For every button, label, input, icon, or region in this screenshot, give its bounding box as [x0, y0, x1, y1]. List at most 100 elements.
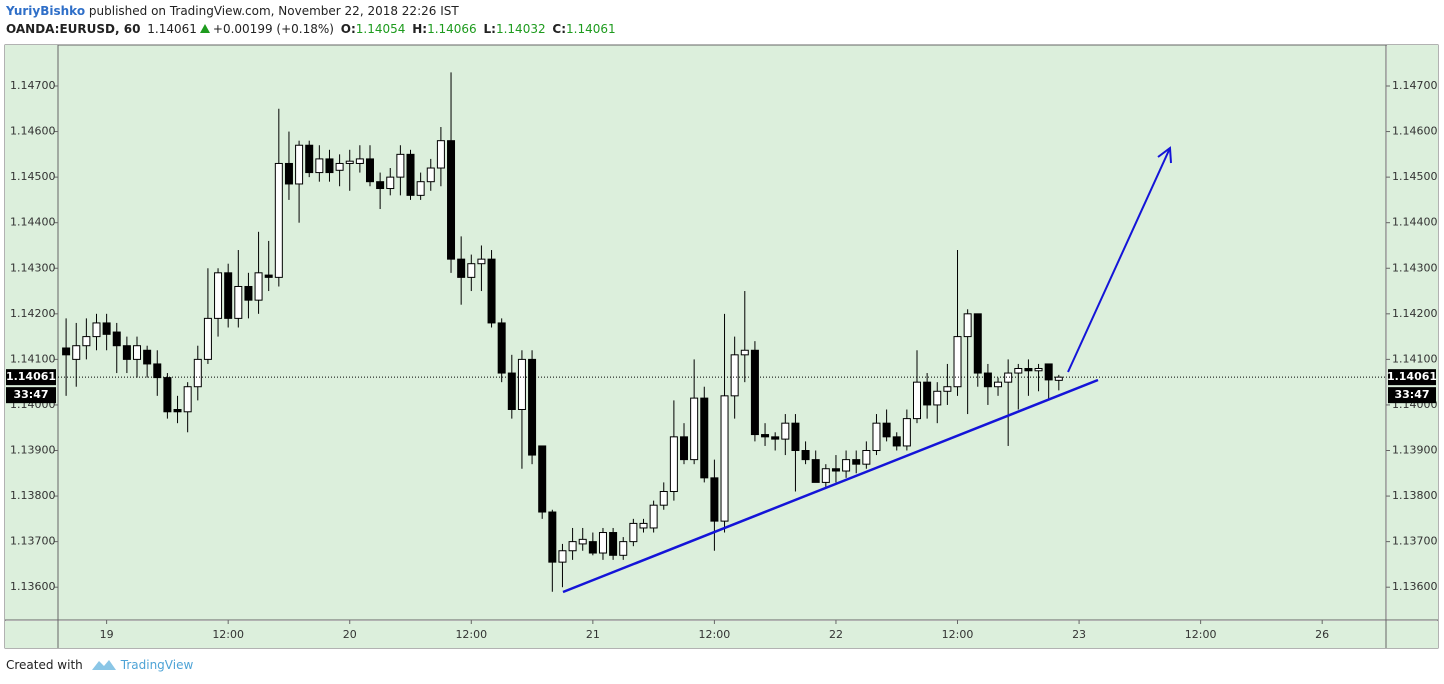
candle-body [578, 538, 587, 545]
price-tag-label: 1.14061 [6, 370, 56, 383]
candle-body [842, 459, 851, 472]
candle-body [183, 386, 192, 413]
candle-body [963, 313, 972, 338]
candle-body [528, 358, 537, 456]
candle-body [821, 468, 830, 483]
brand[interactable]: TradingView [120, 658, 194, 672]
candle-body [994, 381, 1003, 388]
header-line-1: YuriyBishko published on TradingView.com… [6, 4, 462, 18]
candle-body [62, 347, 71, 356]
y-tick-label: 1.13700 [1392, 535, 1438, 548]
logo-shape [91, 660, 116, 670]
countdown-label: 33:47 [1394, 388, 1429, 401]
y-tick-label: 1.14700 [1392, 79, 1438, 92]
candle-body [690, 397, 699, 461]
candle-body [133, 345, 142, 360]
candle-body [274, 162, 283, 278]
candle-body [639, 522, 648, 529]
close-label: C: [552, 22, 567, 36]
candle-body [436, 140, 445, 169]
candle-body [406, 153, 415, 196]
candle-body [750, 349, 759, 436]
candle-body [659, 491, 668, 506]
arrow-line [1067, 147, 1171, 373]
x-tick-label: 12:00 [699, 628, 731, 641]
candle-body [345, 160, 354, 164]
candle-body [761, 434, 770, 438]
candle-body [365, 158, 374, 183]
y-tick-label: 1.13900 [1392, 444, 1438, 457]
candle-body [467, 263, 476, 278]
published: published on TradingView.com, November 2… [88, 4, 459, 18]
candle-body [335, 162, 344, 171]
candle-body [305, 144, 314, 174]
candle-body [497, 322, 506, 374]
candle-body [680, 436, 689, 461]
right-axis-area [1387, 45, 1438, 620]
candle-body [214, 272, 223, 319]
y-tick-label: 1.14100 [1392, 352, 1438, 365]
y-tick-label: 1.13700 [10, 535, 56, 548]
y-tick-label: 1.14500 [10, 170, 56, 183]
candle-body [163, 377, 172, 413]
candle-body [771, 436, 780, 440]
candle-body [386, 176, 395, 190]
x-tick-label: 12:00 [455, 628, 487, 641]
candle-body [558, 550, 567, 563]
y-tick-label: 1.13600 [1392, 580, 1438, 593]
candle-body [588, 541, 597, 554]
low-label: L: [483, 22, 496, 36]
y-tick-label: 1.14300 [10, 261, 56, 274]
candle-body [923, 381, 932, 406]
candle-body [538, 445, 547, 513]
candle-body [801, 450, 810, 461]
x-tick-label: 22 [829, 628, 843, 641]
left-axis-area [5, 45, 58, 620]
x-tick-label: 21 [586, 628, 600, 641]
y-tick-label: 1.13800 [10, 489, 56, 502]
candle-body [609, 532, 618, 556]
price-tag [6, 369, 56, 386]
close-value: 1.14061 [566, 22, 616, 36]
candle-body [852, 459, 861, 465]
candle-body [1034, 367, 1043, 372]
candle-body [943, 386, 952, 392]
candle-body [983, 372, 992, 388]
candle-body [973, 313, 982, 374]
trend-line [562, 378, 1099, 594]
candle-body [457, 258, 466, 278]
candle-body [548, 511, 557, 563]
countdown-tag [6, 387, 56, 404]
high-value: 1.14066 [427, 22, 477, 36]
candle-body [781, 422, 790, 440]
time-axis-area [5, 621, 1438, 648]
author: YuriyBishko [6, 4, 86, 18]
candle-body [507, 372, 516, 411]
y-tick-label: 1.14300 [1392, 261, 1438, 274]
candle-body [933, 390, 942, 406]
candle-body [254, 272, 263, 301]
candle-body [234, 285, 243, 319]
candle-body [376, 181, 385, 190]
up-triangle [199, 24, 210, 33]
candle-body [426, 167, 435, 183]
x-tick-label: 26 [1315, 628, 1329, 641]
logo [91, 660, 116, 670]
y-tick-label: 1.13900 [10, 444, 56, 457]
candle-body [700, 397, 709, 479]
candle-body [173, 409, 182, 413]
candle-body [244, 285, 253, 301]
x-tick-label: 23 [1072, 628, 1086, 641]
candle-body [912, 381, 921, 420]
candle-body [598, 532, 607, 554]
y-tick-label: 1.14700 [10, 79, 56, 92]
x-tick-label: 20 [343, 628, 357, 641]
candle-body [396, 153, 405, 178]
candle-body [831, 468, 840, 472]
candle-body [1024, 367, 1033, 372]
candle-body [649, 504, 658, 529]
candle-body [1014, 367, 1023, 374]
candle-body [1054, 376, 1063, 381]
candle-body [710, 477, 719, 522]
